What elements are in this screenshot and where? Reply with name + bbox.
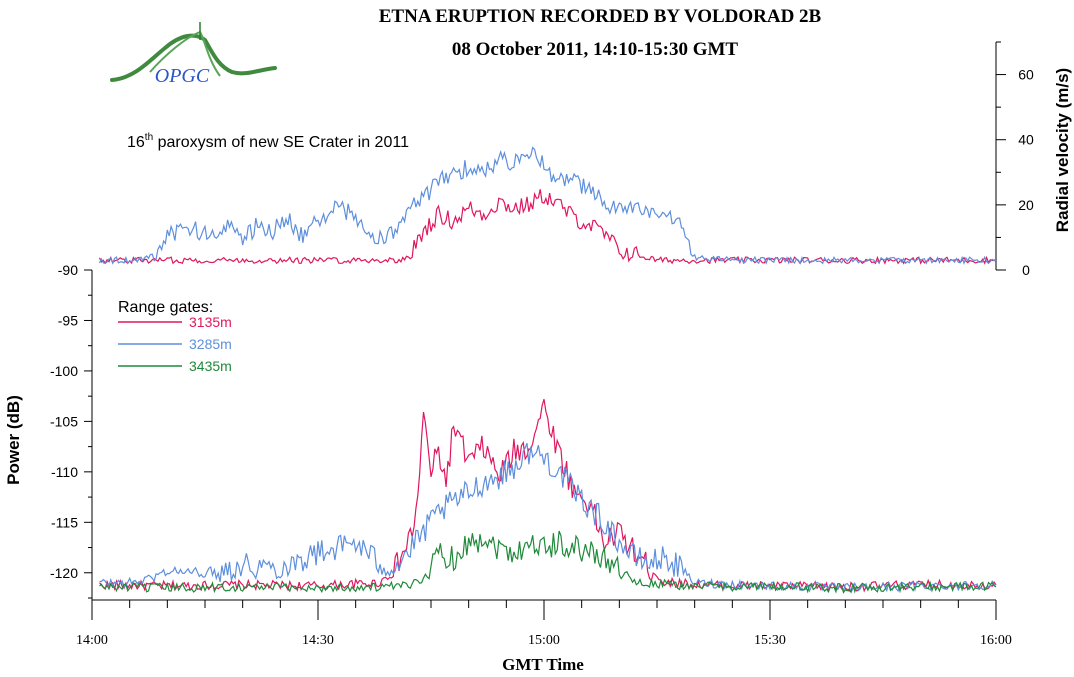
x-tick-label: 15:30	[754, 633, 786, 648]
y-tick-label-power: -120	[50, 565, 78, 581]
y-tick-label-power: -115	[51, 514, 78, 530]
y-tick-label-velocity: 40	[1018, 132, 1034, 148]
y-tick-label-power: -105	[50, 413, 78, 429]
series-power-3285m	[99, 442, 997, 594]
y-tick-label-velocity: 60	[1018, 67, 1034, 83]
legend-items: 3135m 3285m 3435m	[118, 314, 232, 374]
y-tick-label-velocity: 20	[1018, 197, 1034, 213]
logo-swoosh	[110, 33, 277, 82]
y-axis-label-velocity: Radial velocity (m/s)	[1053, 68, 1072, 232]
series-velocity-3285m	[98, 146, 997, 266]
x-tick-label: 15:00	[528, 633, 560, 648]
y-tick-label-velocity: 0	[1022, 262, 1030, 278]
x-tick-label: 16:00	[980, 633, 1012, 648]
chart-title: ETNA ERUPTION RECORDED BY VOLDORAD 2B	[379, 6, 822, 27]
series-power-3135m	[99, 399, 997, 593]
annotation-text: paroxysm of new SE Crater in 2011	[153, 134, 409, 151]
series-power-3435m	[99, 530, 997, 594]
chart-subtitle: 08 October 2011, 14:10-15:30 GMT	[452, 39, 739, 60]
paroxysm-annotation: 16th paroxysm of new SE Crater in 2011	[127, 132, 409, 151]
y-tick-label-power: -90	[58, 262, 78, 278]
annotation-number: 16	[127, 134, 145, 151]
y-tick-label-power: -110	[51, 464, 78, 480]
x-tick-label: 14:30	[302, 633, 334, 648]
legend-label-3435m: 3435m	[189, 358, 232, 374]
x-tick-label: 14:00	[76, 633, 108, 648]
y-tick-label-power: -95	[58, 312, 78, 328]
y-axis-label-power: Power (dB)	[4, 395, 23, 485]
legend-label-3285m: 3285m	[189, 336, 232, 352]
legend: Range gates: 3135m 3285m 3435m	[118, 299, 232, 374]
legend-label-3135m: 3135m	[189, 314, 232, 330]
series-velocity-3135m	[98, 189, 997, 265]
legend-title: Range gates:	[118, 299, 213, 316]
y-tick-label-power: -100	[50, 363, 78, 379]
logo-text: OPGC	[155, 65, 210, 87]
opgc-logo: OPGC	[110, 22, 277, 87]
annotation-superscript: th	[145, 132, 153, 143]
x-axis-label: GMT Time	[502, 655, 584, 674]
axes: -120 -115 -110 -105 -100 -95 -90 14:00 14:30 15:0…	[50, 41, 1034, 648]
series-layer	[98, 146, 997, 594]
